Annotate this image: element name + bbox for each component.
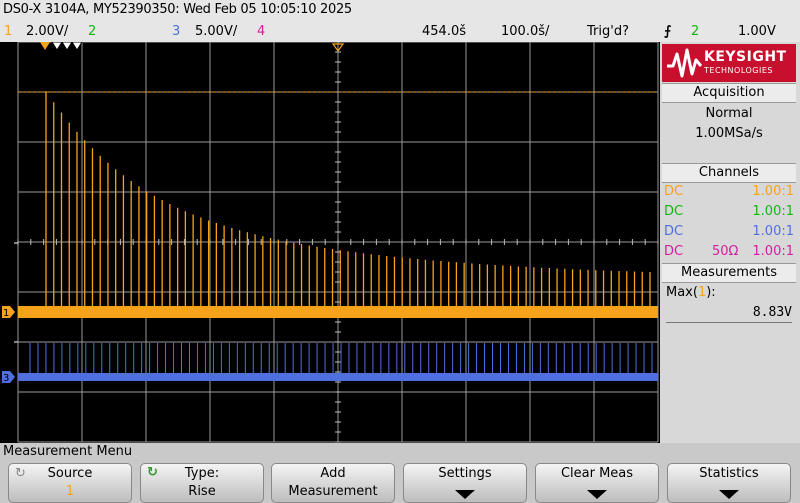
channel-scale-row: 1 2.00V/ 2 3 5.00V/ 4 454.0š 100.0š/ Tri… <box>0 22 800 42</box>
ch3-coupling: DC <box>664 224 684 239</box>
time-offset[interactable]: 454.0š <box>422 24 466 39</box>
ch3-probe: 1.00:1 <box>752 224 794 239</box>
statistics-label: Statistics <box>699 466 759 481</box>
trigger-status: Trig'd? <box>587 24 629 39</box>
falling-edge-icon: ⨍ <box>664 24 672 39</box>
trigger-position-marker <box>331 43 345 53</box>
ch4-probe: 1.00:1 <box>752 244 794 259</box>
trigger-level[interactable]: 1.00V <box>738 24 776 39</box>
settings-label: Settings <box>438 466 492 481</box>
channel-row-4: DC 50Ω 1.00:1 <box>664 244 794 262</box>
info-sidebar: KEYSIGHT TECHNOLOGIES Acquisition Normal… <box>660 42 800 443</box>
measurement-value: 8.83V <box>752 305 792 320</box>
measurements-header: Measurements <box>662 263 796 283</box>
ch1-marker-label: 1 <box>3 308 9 319</box>
ch2-probe: 1.00:1 <box>752 204 794 219</box>
waveform-svg: 13 <box>2 41 659 443</box>
measurement-divider <box>666 322 792 323</box>
add-value: Measurement <box>288 484 378 499</box>
time-scale[interactable]: 100.0š/ <box>501 24 550 39</box>
markers: 13 <box>2 43 345 384</box>
settings-softkey[interactable]: Settings <box>403 463 527 503</box>
ch4-coupling: DC <box>664 244 684 259</box>
submenu-arrow-icon <box>455 490 475 499</box>
offset-marker <box>61 42 73 51</box>
measurement-label: Max(1): <box>666 285 716 300</box>
ch1-ground-marker <box>2 306 15 318</box>
type-label: Type: <box>184 466 220 481</box>
ch3-waveform <box>18 343 658 381</box>
add-label: Add <box>320 466 346 481</box>
channel-row-1: DC 1.00:1 <box>664 184 794 202</box>
ch4-impedance: 50Ω <box>712 244 739 259</box>
clear-meas-label: Clear Meas <box>560 466 634 481</box>
submenu-arrow-icon <box>719 490 739 499</box>
channel-row-3: DC 1.00:1 <box>664 224 794 242</box>
ch1-probe: 1.00:1 <box>752 184 794 199</box>
measurement-channel: 1 <box>697 285 707 300</box>
measurement-suffix: ): <box>706 285 716 300</box>
ch3-number[interactable]: 3 <box>172 24 181 39</box>
ch1-waveform <box>18 91 658 318</box>
rotate-knob-icon: ↻ <box>15 466 26 481</box>
graticule <box>17 41 659 443</box>
add-measurement-softkey[interactable]: Add Measurement <box>271 463 395 503</box>
green-rotate-knob-icon: ↻ <box>147 465 158 480</box>
status-bar: DS0-X 3104A, MY52390350: Wed Feb 05 10:0… <box>0 0 800 22</box>
brand-logo: KEYSIGHT TECHNOLOGIES <box>662 44 796 82</box>
brand-sub: TECHNOLOGIES <box>704 66 773 75</box>
type-value: Rise <box>188 484 216 499</box>
ch2-number[interactable]: 2 <box>88 24 97 39</box>
ch3-noise-band <box>18 373 658 381</box>
ch3-marker-label: 3 <box>3 373 9 384</box>
ch3-ground-marker <box>2 371 15 383</box>
offset-marker <box>71 42 83 51</box>
brand-name: KEYSIGHT <box>704 49 787 65</box>
ch1-coupling: DC <box>664 184 684 199</box>
ch1-offset-marker <box>40 42 50 50</box>
ch1-noise-band <box>18 306 658 318</box>
instrument-title: DS0-X 3104A, MY52390350: Wed Feb 05 10:0… <box>3 2 352 17</box>
softkey-menu: Measurement Menu ↻ Source 1 ↻ Type: Rise… <box>0 443 800 503</box>
trigger-source[interactable]: 2 <box>691 24 700 39</box>
ch3-scale[interactable]: 5.00V/ <box>195 24 238 39</box>
ch1-number[interactable]: 1 <box>4 24 13 39</box>
ch2-coupling: DC <box>664 204 684 219</box>
statistics-softkey[interactable]: Statistics <box>667 463 791 503</box>
acquisition-mode: Normal <box>705 106 753 121</box>
source-value: 1 <box>65 484 75 499</box>
ch1-scale[interactable]: 2.00V/ <box>26 24 69 39</box>
channel-offset-markers <box>40 42 83 51</box>
clear-meas-softkey[interactable]: Clear Meas <box>535 463 659 503</box>
source-label: Source <box>47 466 93 481</box>
channels-header: Channels <box>662 163 796 183</box>
keysight-wave-icon <box>667 48 703 78</box>
ch4-number[interactable]: 4 <box>257 24 266 39</box>
acquisition-header: Acquisition <box>662 83 796 103</box>
sample-rate: 1.00MSa/s <box>695 126 763 141</box>
menu-title: Measurement Menu <box>3 444 133 459</box>
submenu-arrow-icon <box>587 490 607 499</box>
offset-marker <box>51 42 63 51</box>
type-softkey[interactable]: ↻ Type: Rise <box>140 463 264 503</box>
measurement-prefix: Max( <box>666 285 698 300</box>
source-softkey[interactable]: ↻ Source 1 <box>8 463 132 503</box>
channel-row-2: DC 1.00:1 <box>664 204 794 222</box>
